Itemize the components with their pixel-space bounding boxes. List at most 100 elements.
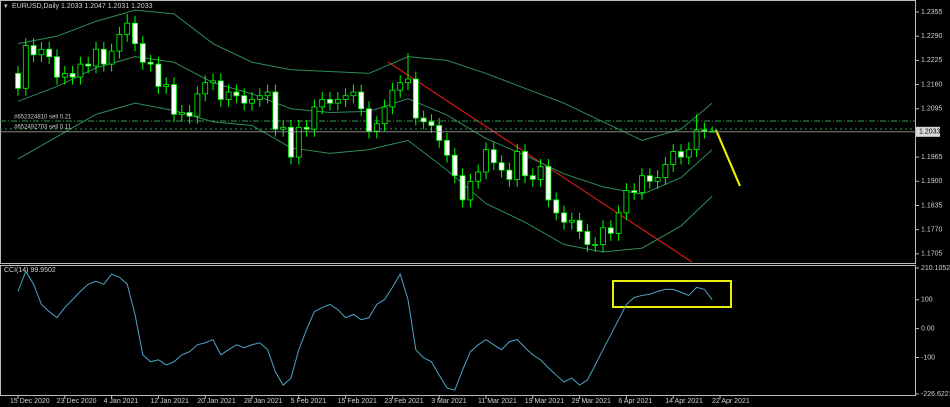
candle-body [61, 73, 68, 78]
x-tick-label: 14 Apr 2021 [665, 398, 703, 405]
candle-body [639, 175, 645, 193]
cci-tick-label: 0.00 [921, 325, 935, 332]
price-label: 1.2033 [919, 129, 941, 136]
candle-body [475, 171, 482, 182]
y-tick-label: 1.2290 [921, 33, 943, 40]
x-tick-label: 28 Jan 2021 [244, 398, 283, 405]
candle-body [288, 126, 294, 158]
candle-body [693, 129, 700, 151]
menu-arrow[interactable]: ▾ [4, 3, 8, 10]
candle-body [249, 99, 255, 104]
candle-body [334, 99, 341, 104]
candle-body [171, 84, 177, 115]
candle-body [701, 129, 708, 132]
y-tick-label: 1.1770 [921, 226, 943, 233]
candle-body [295, 126, 302, 158]
candle-body [319, 99, 326, 108]
candle-body [15, 73, 21, 89]
candle-body [389, 89, 396, 108]
order-label: #652324810 sell 0.21 [14, 115, 72, 121]
x-tick-label: 19 Mar 2021 [525, 398, 564, 405]
candle-body [514, 151, 521, 180]
candle-body [498, 162, 505, 171]
candle-body [108, 50, 115, 65]
candle-body [358, 91, 365, 110]
cci-panel-border [0, 265, 916, 396]
candle-body [210, 80, 216, 84]
bollinger-upper [17, 9, 713, 141]
cci-title: CCI(14) 99.9502 [4, 267, 56, 274]
candle-body [444, 139, 450, 156]
y-tick-label: 1.2095 [921, 106, 943, 113]
x-tick-label: 11 Mar 2021 [478, 398, 517, 405]
candle-body [342, 95, 349, 100]
candle-body [225, 91, 232, 100]
x-tick-label: 3 Mar 2021 [431, 398, 467, 405]
candle-body [132, 22, 138, 45]
candle-body [373, 123, 380, 132]
candle-body [405, 78, 411, 84]
candle-body [576, 219, 583, 232]
candle-body [186, 112, 193, 117]
highlight-box [612, 280, 732, 308]
candle-body [584, 231, 591, 245]
candle-body [397, 82, 404, 91]
candle-body [412, 78, 419, 119]
candle-body [607, 227, 614, 234]
price-box [916, 126, 940, 137]
candle-body [93, 48, 99, 67]
candle-body [561, 212, 567, 223]
candle-body [264, 91, 271, 97]
candle-body [163, 84, 170, 87]
candle-body [124, 22, 131, 35]
x-tick-label: 12 Jan 2021 [150, 398, 189, 405]
candle-body [139, 43, 146, 63]
candle-body [327, 99, 333, 104]
x-tick-label: 5 Feb 2021 [291, 398, 327, 405]
x-tick-label: 22 Apr 2021 [712, 398, 750, 405]
candle-body [147, 61, 154, 65]
candle-body [631, 190, 638, 193]
x-tick-label: 6 Apr 2021 [618, 398, 652, 405]
candle-body [116, 33, 123, 52]
y-tick-label: 1.2225 [921, 57, 943, 64]
candle-body [69, 73, 76, 78]
bollinger-middle [17, 56, 713, 195]
x-tick-label: 23 Feb 2021 [384, 398, 423, 405]
x-tick-label: 23 Dec 2020 [57, 398, 97, 405]
candle-body [490, 149, 497, 164]
candle-body [311, 106, 318, 130]
candle-body [483, 149, 489, 173]
candle-body [155, 63, 162, 87]
candle-body [459, 175, 466, 201]
x-tick-label: 15 Dec 2020 [10, 398, 50, 405]
y-tick-label: 1.1965 [921, 154, 943, 161]
candle-body [280, 126, 287, 130]
candle-body [54, 56, 60, 78]
candle-body [366, 108, 372, 132]
candle-body [22, 45, 29, 89]
candle-body [381, 106, 388, 125]
candle-body [350, 91, 357, 97]
drawn-arrow [714, 129, 742, 187]
candle-body [233, 91, 240, 97]
y-tick-label: 1.1835 [921, 202, 943, 209]
candle-body [506, 169, 513, 180]
candle-body [623, 190, 630, 214]
x-tick-label: 20 Jan 2021 [197, 398, 236, 405]
candle-body [467, 180, 474, 201]
candle-body [568, 219, 575, 223]
cci-tick-label: -100 [921, 354, 935, 361]
x-tick-label: 29 Mar 2021 [572, 398, 611, 405]
candle-body [654, 177, 661, 182]
candle-body [662, 164, 669, 178]
candle-body [202, 82, 209, 95]
candle-body [178, 112, 185, 115]
candle-body [685, 149, 692, 158]
candle-body [600, 227, 606, 245]
y-tick-label: 1.1705 [921, 251, 943, 258]
y-tick-label: 1.1900 [921, 178, 943, 185]
candle-body [678, 151, 684, 158]
candle-body [592, 244, 599, 246]
